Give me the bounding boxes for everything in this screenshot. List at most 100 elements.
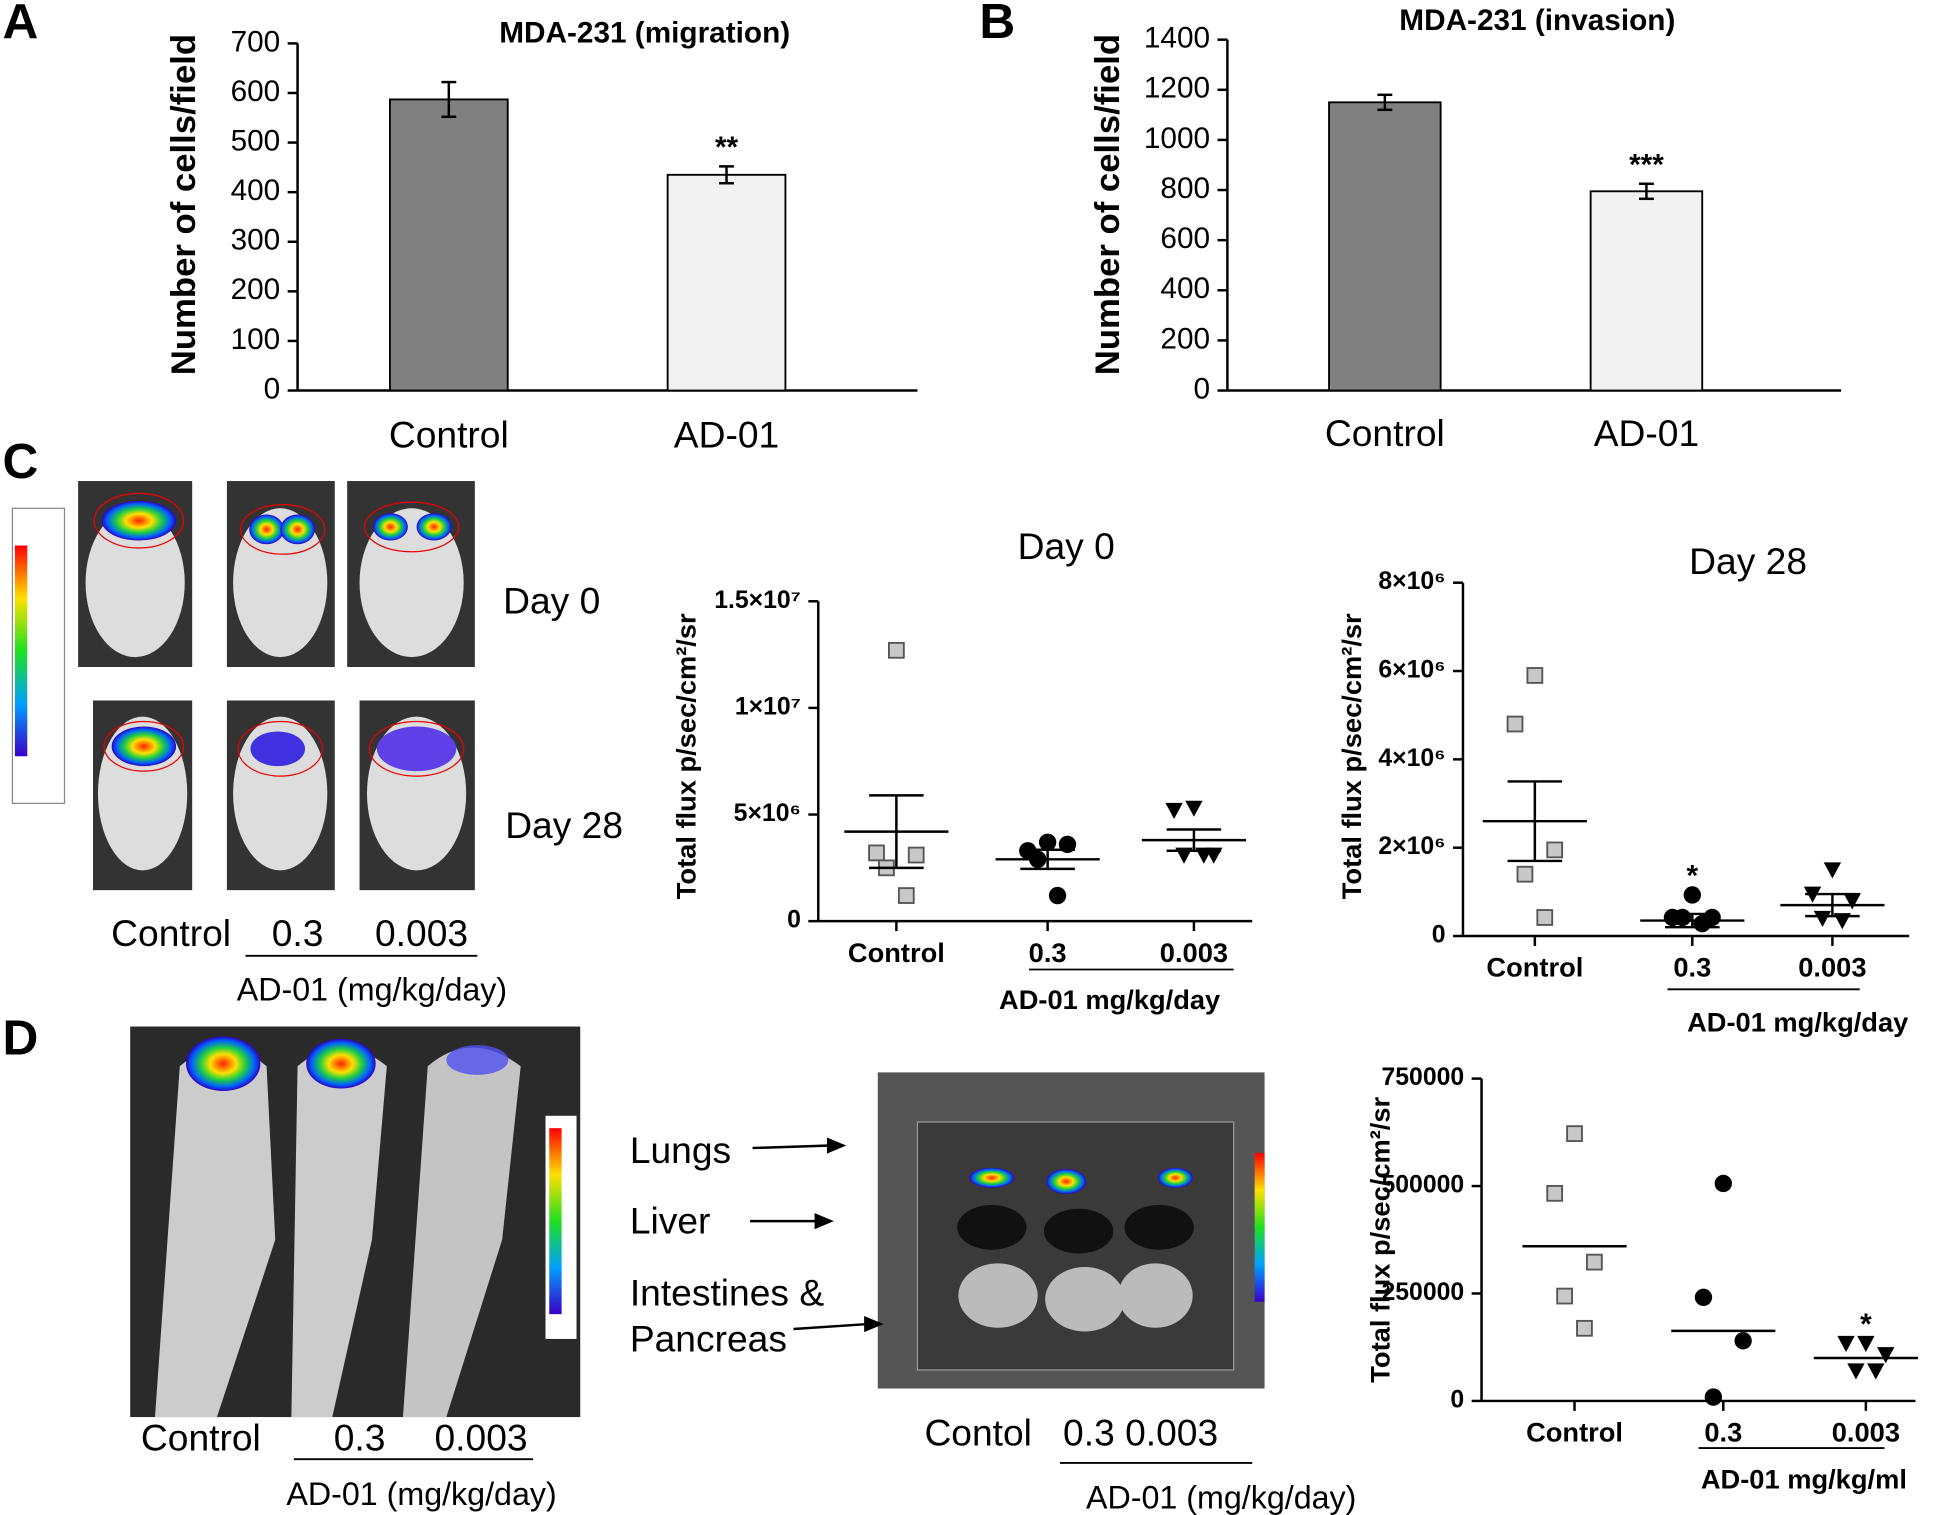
y-tick-label: 2×10⁶ — [1378, 833, 1445, 860]
y-tick-label: 1200 — [1144, 72, 1210, 105]
y-tick-label: 1000 — [1144, 122, 1210, 155]
chart-title: MDA-231 (invasion) — [1399, 4, 1675, 37]
panel-label: D — [2, 1010, 38, 1066]
x-tick-label: 0.3 — [1673, 952, 1711, 983]
point — [1823, 862, 1842, 879]
y-tick-label: 300 — [231, 224, 281, 257]
x-tick-label: Control — [1486, 952, 1583, 983]
group-label: AD-01 (mg/kg/day) — [237, 971, 507, 1007]
column-label: 0.3 — [272, 912, 324, 954]
point — [1704, 1388, 1723, 1406]
y-tick-label: 8×10⁶ — [1378, 568, 1445, 595]
point — [1877, 1347, 1895, 1364]
point — [1566, 1125, 1583, 1142]
row-label: Day 0 — [503, 580, 600, 622]
point — [1813, 910, 1832, 928]
point — [1536, 909, 1554, 926]
organ-label: Intestines & — [630, 1271, 825, 1313]
organ-label: Pancreas — [630, 1317, 787, 1359]
significance: * — [1687, 859, 1699, 892]
bar — [1328, 101, 1442, 392]
y-tick-label: 250000 — [1381, 1279, 1464, 1306]
x-tick-label: 0.003 — [1160, 937, 1228, 968]
y-tick-label: 600 — [1160, 222, 1210, 255]
mouse-image — [130, 1026, 581, 1418]
row-label: Day 28 — [505, 804, 623, 846]
y-tick-label: 0 — [1450, 1386, 1464, 1413]
y-tick-label: 200 — [231, 273, 281, 306]
x-tick-label: Control — [389, 413, 509, 455]
panel-label: B — [979, 0, 1015, 49]
x-tick-label: 0.3 — [1704, 1417, 1742, 1448]
y-tick-label: 0 — [1193, 372, 1210, 405]
point — [1683, 886, 1701, 904]
y-tick-label: 6×10⁶ — [1378, 657, 1445, 684]
point — [1714, 1174, 1732, 1193]
chart-title: Day 0 — [1018, 525, 1115, 567]
y-tick-label: 400 — [1160, 272, 1210, 305]
y-tick-label: 500000 — [1381, 1172, 1464, 1199]
point — [1165, 802, 1183, 819]
point — [1556, 1287, 1573, 1305]
point — [1857, 1335, 1875, 1353]
y-tick-label: 0 — [264, 372, 281, 405]
point — [1546, 1184, 1564, 1202]
significance: *** — [1629, 148, 1664, 181]
y-tick-label: 5×10⁶ — [734, 800, 801, 827]
point — [907, 846, 925, 864]
y-tick-label: 1×10⁷ — [735, 693, 801, 720]
point — [1694, 1288, 1713, 1307]
y-axis-label: Number of cells/field — [1089, 34, 1127, 375]
point — [1506, 715, 1524, 733]
point — [1585, 1253, 1603, 1271]
panel-label: C — [2, 433, 38, 489]
y-tick-label: 750000 — [1381, 1064, 1464, 1091]
x-tick-label: Control — [1325, 412, 1445, 454]
x-axis-label: AD-01 mg/kg/ml — [1701, 1464, 1907, 1495]
column-label: 0.003 — [435, 1416, 528, 1458]
y-tick-label: 1400 — [1144, 22, 1210, 55]
y-tick-label: 0 — [1432, 922, 1446, 949]
point — [1516, 865, 1534, 883]
point — [1546, 841, 1564, 859]
point — [1843, 893, 1861, 910]
point — [1734, 1332, 1752, 1350]
point — [1837, 1335, 1855, 1353]
y-tick-label: 200 — [1160, 322, 1210, 355]
point — [1576, 1319, 1593, 1337]
y-tick-label: 100 — [231, 323, 281, 356]
x-axis-label: AD-01 mg/kg/day — [999, 984, 1221, 1015]
bar — [666, 173, 787, 392]
column-label: 0.3 0.003 — [1063, 1411, 1218, 1453]
point — [1673, 908, 1692, 927]
column-label: 0.003 — [375, 912, 468, 954]
column-label: Control — [111, 912, 231, 954]
y-axis-label: Total flux p/sec/cm²/sr — [1336, 613, 1367, 899]
organ-image — [877, 1072, 1265, 1389]
x-tick-label: 0.003 — [1832, 1417, 1900, 1448]
point — [1693, 914, 1711, 933]
significance: ** — [715, 131, 739, 164]
y-tick-label: 1.5×10⁷ — [714, 587, 801, 614]
point — [1038, 833, 1057, 851]
x-tick-label: AD-01 — [674, 413, 779, 455]
y-axis-label: Number of cells/field — [165, 34, 203, 375]
group-label: AD-01 (mg/kg/day) — [286, 1476, 556, 1512]
column-label: 0.3 — [334, 1416, 386, 1458]
point — [1048, 886, 1067, 905]
bioluminescence-images — [11, 481, 475, 891]
point — [868, 844, 885, 862]
significance: * — [1860, 1308, 1872, 1341]
organ-label: Liver — [630, 1199, 711, 1241]
y-tick-label: 800 — [1160, 172, 1210, 205]
bar — [1589, 190, 1704, 392]
point — [1847, 1363, 1865, 1380]
organ-label: Lungs — [630, 1129, 731, 1171]
column-label: Contol — [924, 1411, 1032, 1453]
chart-title: MDA-231 (migration) — [499, 17, 790, 50]
group-label: AD-01 (mg/kg/day) — [1086, 1480, 1356, 1515]
y-axis-label: Total flux p/sec/cm²/sr — [1365, 1096, 1396, 1382]
y-tick-label: 500 — [231, 124, 281, 157]
arrows — [750, 1137, 884, 1333]
